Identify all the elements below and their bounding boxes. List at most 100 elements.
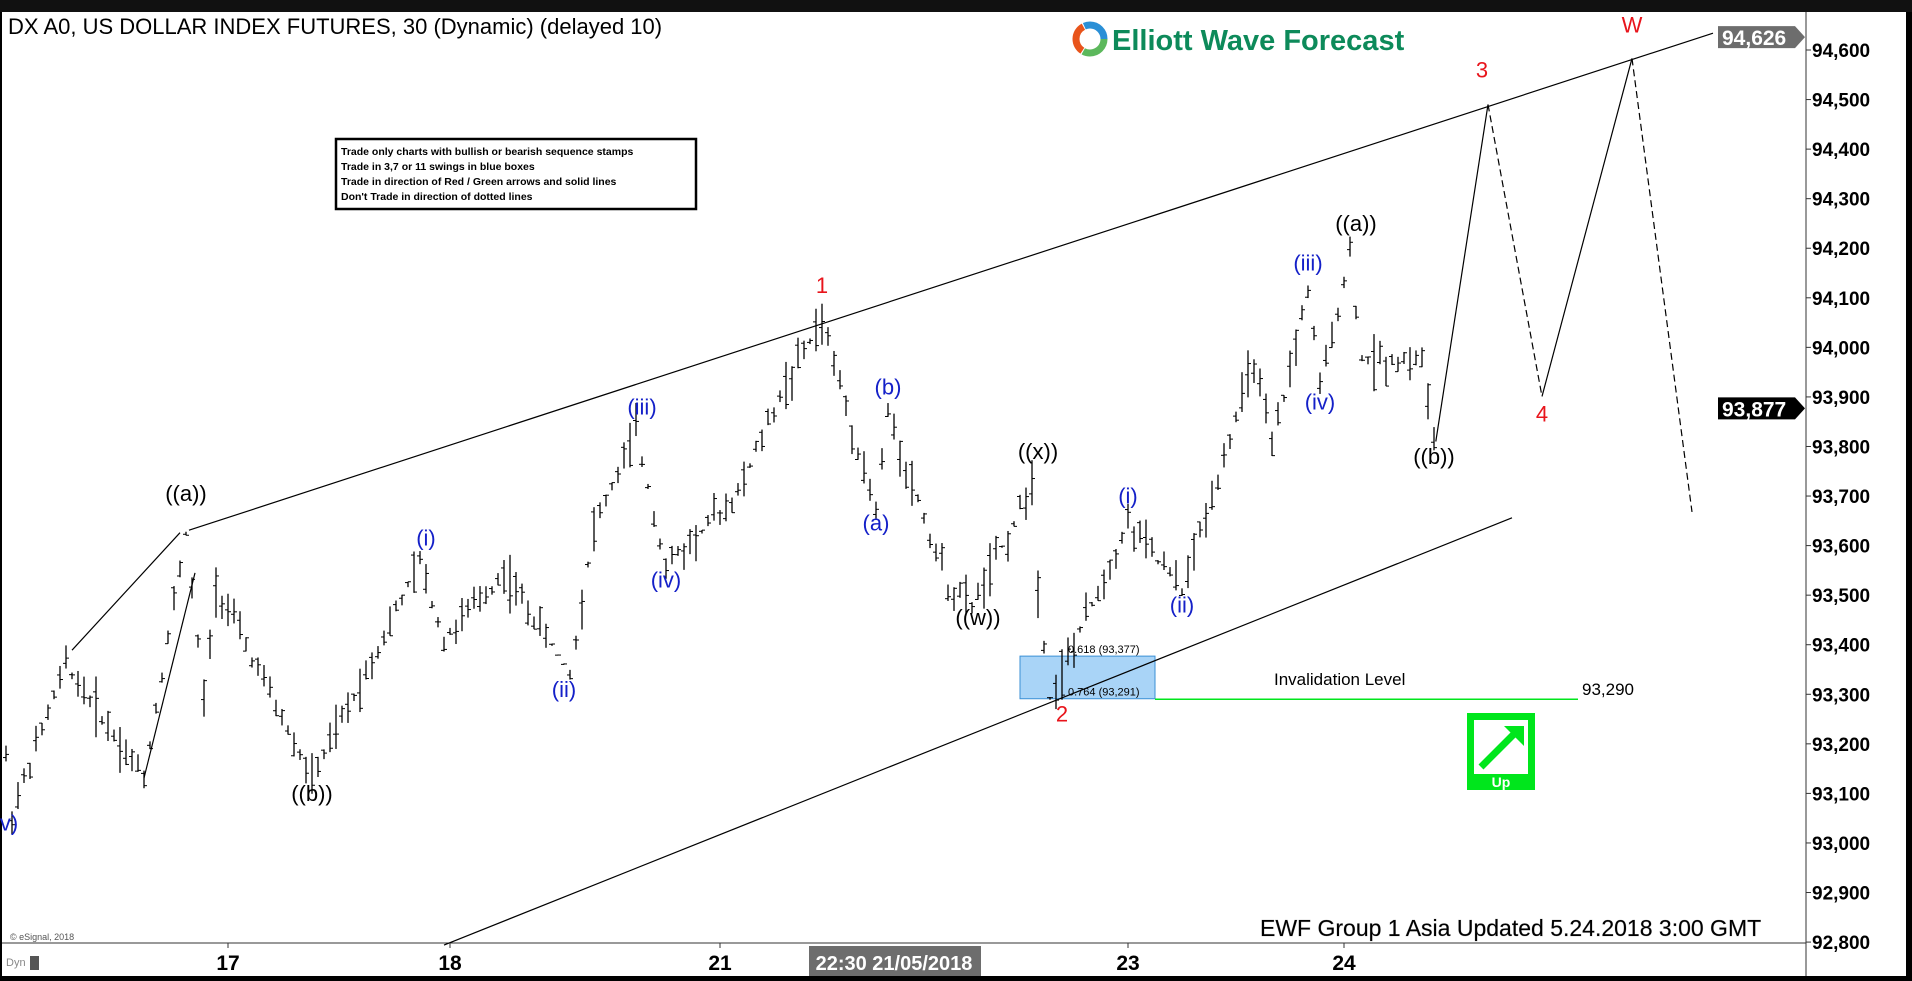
price-bar: [495, 573, 501, 586]
price-bar: [81, 676, 87, 705]
price-bar: [1389, 354, 1395, 366]
price-bar: [945, 584, 951, 601]
price-bar: [111, 729, 117, 742]
price-bar: [579, 589, 585, 630]
price-bar: [195, 634, 201, 648]
price-bar: [285, 725, 291, 735]
price-bar: [1143, 519, 1149, 559]
price-tick-label: 94,400: [1812, 140, 1870, 161]
price-bar: [1167, 567, 1173, 577]
price-bar: [1419, 347, 1425, 368]
price-bar: [165, 630, 171, 645]
price-bar: [549, 643, 555, 646]
price-bar: [1137, 520, 1143, 543]
price-bar: [627, 422, 633, 468]
price-bar: [171, 586, 177, 611]
price-bar: [939, 543, 945, 571]
price-bar: [1083, 592, 1089, 621]
price-bar: [243, 637, 249, 652]
dyn-toggle-button[interactable]: [30, 956, 39, 970]
price-bar: [1089, 602, 1095, 607]
wave-label: (ii): [552, 677, 576, 702]
projection-path-solid: [1541, 58, 1633, 397]
price-bar: [465, 598, 471, 618]
price-bar: [423, 564, 429, 594]
note-line: Trade in 3,7 or 11 swings in blue boxes: [341, 161, 535, 173]
price-bar: [597, 502, 603, 519]
price-bar: [699, 529, 705, 534]
price-bar: [15, 782, 21, 810]
price-bar: [9, 811, 15, 835]
price-bar: [807, 338, 813, 345]
price-bar: [135, 754, 141, 772]
price-bar: [759, 429, 765, 452]
wave-label: 1: [816, 273, 828, 298]
price-bar: [513, 572, 519, 606]
price-bar: [1179, 588, 1185, 596]
price-bar: [1377, 340, 1383, 365]
price-bar: [783, 361, 789, 410]
price-bar: [891, 413, 897, 440]
price-bar: [735, 483, 741, 496]
price-bar: [1149, 537, 1155, 557]
high-price-tag-bg: [1718, 26, 1805, 49]
price-bar: [657, 538, 663, 550]
price-bar: [987, 543, 993, 597]
price-tick-label: 94,000: [1812, 338, 1870, 359]
crosshair-time-label: 22:30 21/05/2018: [816, 953, 973, 975]
wave-label: (i): [1118, 483, 1138, 508]
price-bar: [1125, 503, 1131, 529]
price-bar: [99, 716, 105, 725]
wave-label: v): [0, 811, 18, 836]
price-axis[interactable]: 94,600 94,500 94,400 94,300 94,200 94,100 94,0…: [1718, 26, 1870, 954]
price-bar: [993, 535, 999, 560]
price-bar: [1311, 325, 1317, 341]
price-bar: [1257, 368, 1263, 397]
price-tick-label: 93,500: [1812, 586, 1870, 607]
price-tick-label: 93,100: [1812, 784, 1870, 805]
price-bar: [951, 587, 957, 611]
price-bar: [1425, 383, 1431, 420]
price-bar: [345, 692, 351, 723]
crosshair-time-bg: [809, 946, 981, 976]
price-bar: [831, 350, 837, 376]
price-bar: [1245, 350, 1251, 398]
price-bar: [897, 440, 903, 477]
wave-label: (iii): [1293, 251, 1322, 276]
wave-label: 3: [1476, 57, 1488, 82]
price-bar: [321, 749, 327, 760]
price-bar: [525, 600, 531, 626]
price-bar: [723, 493, 729, 522]
price-bar: [1113, 549, 1119, 569]
price-bar: [483, 586, 489, 605]
high-price-tag: 94,626: [1718, 26, 1805, 50]
price-bar: [417, 551, 423, 565]
price-bar: [357, 668, 363, 713]
price-bar: [1209, 480, 1215, 510]
price-bar: [141, 770, 147, 789]
price-bar: [399, 594, 405, 606]
price-bar: [267, 676, 273, 698]
price-tick-label: 93,800: [1812, 437, 1870, 458]
price-tick-label: 92,900: [1812, 884, 1870, 905]
price-bar: [711, 493, 717, 521]
price-bar: [555, 654, 561, 656]
price-bar: [39, 722, 45, 736]
price-bar: [21, 768, 27, 783]
price-bar: [303, 756, 309, 784]
price-bar: [129, 748, 135, 772]
price-bar: [309, 753, 315, 794]
wave-label: ((x)): [1018, 439, 1058, 464]
price-bar: [51, 690, 57, 700]
price-bar: [297, 749, 303, 760]
price-bar: [1413, 350, 1419, 366]
invalidation-label: Invalidation Level: [1274, 670, 1405, 689]
up-stamp-label: Up: [1492, 774, 1511, 790]
price-bar: [45, 704, 51, 720]
price-bar: [1299, 305, 1305, 321]
time-axis[interactable]: 17 18 21 23 24 22:30 21/05/2018: [216, 943, 1356, 976]
dyn-label: Dyn: [6, 957, 26, 969]
price-bar: [1293, 329, 1299, 366]
price-bar: [1041, 640, 1047, 654]
